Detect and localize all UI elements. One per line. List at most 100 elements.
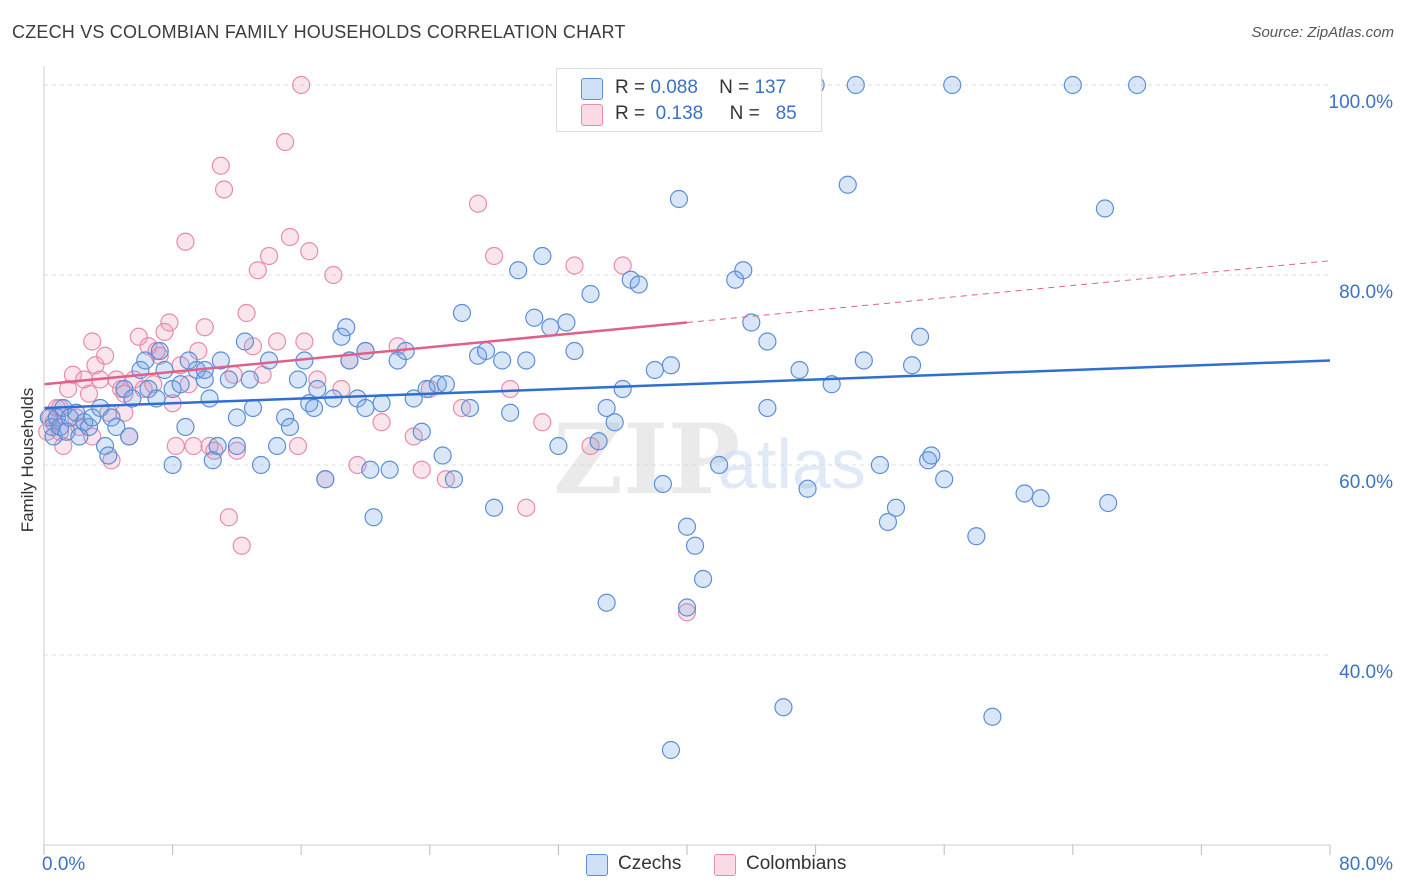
point-colombian-7 bbox=[63, 365, 83, 384]
point-czech-69 bbox=[433, 446, 452, 465]
point-czech-133 bbox=[661, 740, 681, 760]
point-colombian-75 bbox=[533, 413, 552, 432]
point-colombian-15 bbox=[95, 346, 115, 365]
point-czech-109 bbox=[798, 479, 817, 498]
point-czech-127 bbox=[1063, 75, 1082, 95]
point-czech-16 bbox=[102, 408, 121, 427]
point-czech-125 bbox=[1015, 484, 1034, 503]
point-czech-17 bbox=[107, 417, 126, 437]
point-czech-121 bbox=[935, 470, 954, 489]
point-czech-47 bbox=[288, 370, 308, 389]
point-czech-112 bbox=[838, 175, 857, 194]
point-czech-44 bbox=[267, 436, 287, 456]
point-czech-22 bbox=[136, 351, 155, 370]
point-czech-81 bbox=[525, 308, 544, 327]
point-colombian-79 bbox=[677, 603, 697, 622]
point-czech-82 bbox=[533, 246, 552, 266]
point-czech-32 bbox=[195, 370, 214, 389]
point-czech-139 bbox=[758, 398, 777, 418]
point-colombian-41 bbox=[214, 180, 234, 199]
point-czech-77 bbox=[493, 351, 512, 370]
point-czech-15 bbox=[99, 446, 118, 465]
point-czech-62 bbox=[380, 460, 399, 479]
point-czech-138 bbox=[356, 398, 375, 418]
legend-czech-n-label: N = bbox=[719, 77, 750, 98]
point-colombian-55 bbox=[295, 332, 314, 351]
point-colombian-36 bbox=[189, 341, 208, 361]
legend-czech-r-value: 0.088 bbox=[650, 77, 698, 98]
point-czech-120 bbox=[922, 446, 941, 465]
point-czech-37 bbox=[219, 370, 238, 389]
point-czech-101 bbox=[693, 569, 713, 589]
point-czech-137 bbox=[163, 455, 182, 475]
point-czech-126 bbox=[1031, 489, 1050, 508]
point-czech-70 bbox=[436, 375, 455, 394]
point-czech-91 bbox=[605, 413, 624, 432]
point-czech-51 bbox=[308, 379, 327, 399]
point-czech-79 bbox=[509, 261, 528, 280]
point-colombian-82 bbox=[83, 427, 102, 446]
point-colombian-48 bbox=[248, 261, 267, 280]
point-czech-85 bbox=[557, 313, 576, 332]
point-czech-39 bbox=[235, 332, 255, 351]
point-colombian-35 bbox=[184, 436, 203, 456]
legend-colombian-n-value: 85 bbox=[775, 103, 797, 124]
point-czech-58 bbox=[356, 341, 375, 361]
trend-layer bbox=[43, 260, 1331, 410]
point-czech-115 bbox=[878, 512, 898, 532]
point-colombian-44 bbox=[227, 441, 246, 460]
point-colombian-52 bbox=[276, 132, 295, 152]
legend-czech-n-value: 137 bbox=[754, 77, 787, 98]
point-colombian-73 bbox=[501, 379, 520, 399]
point-colombian-29 bbox=[160, 313, 179, 332]
point-czech-105 bbox=[742, 313, 761, 332]
point-czech-123 bbox=[967, 527, 986, 546]
point-czech-80 bbox=[517, 351, 536, 370]
point-czech-84 bbox=[549, 436, 568, 456]
trend-line-czech bbox=[43, 359, 1331, 410]
point-colombian-40 bbox=[211, 156, 230, 175]
point-colombian-6 bbox=[59, 379, 78, 399]
legend-swatch-colombian bbox=[581, 104, 603, 126]
point-czech-86 bbox=[565, 341, 584, 361]
x-tick-label-0: 0.0% bbox=[42, 854, 85, 875]
point-czech-71 bbox=[444, 470, 464, 489]
point-colombian-54 bbox=[288, 436, 308, 456]
point-czech-131 bbox=[597, 593, 616, 612]
point-czech-117 bbox=[902, 356, 922, 375]
point-colombian-76 bbox=[565, 256, 584, 275]
point-czech-108 bbox=[790, 360, 809, 380]
point-czech-60 bbox=[364, 508, 383, 527]
y-tick-label-40: 40.0% bbox=[1339, 662, 1393, 683]
point-colombian-53 bbox=[280, 227, 300, 247]
point-czech-29 bbox=[176, 417, 195, 437]
point-czech-106 bbox=[758, 332, 777, 351]
point-czech-99 bbox=[677, 517, 697, 536]
point-czech-135 bbox=[227, 436, 246, 456]
chart-source: Source: ZipAtlas.com bbox=[1251, 24, 1394, 41]
point-czech-25 bbox=[150, 341, 169, 361]
point-czech-132 bbox=[677, 598, 697, 617]
point-czech-76 bbox=[485, 498, 504, 517]
legend-swatch-czech bbox=[581, 78, 603, 100]
point-colombian-71 bbox=[468, 194, 488, 213]
point-czech-122 bbox=[943, 75, 962, 95]
point-czech-66 bbox=[412, 422, 431, 441]
point-czech-38 bbox=[227, 408, 246, 427]
point-czech-78 bbox=[501, 403, 520, 422]
point-czech-92 bbox=[613, 379, 632, 399]
point-czech-130 bbox=[1127, 75, 1147, 95]
point-colombian-37 bbox=[195, 318, 214, 337]
legend-czech-r-label: R = bbox=[615, 77, 646, 98]
point-czech-61 bbox=[372, 394, 391, 413]
point-czech-20 bbox=[123, 389, 142, 408]
point-colombian-45 bbox=[232, 536, 251, 555]
y-tick-label-60: 60.0% bbox=[1339, 472, 1393, 493]
point-colombian-64 bbox=[372, 413, 391, 432]
point-colombian-72 bbox=[485, 246, 504, 266]
point-czech-43 bbox=[259, 351, 279, 370]
point-colombian-51 bbox=[267, 332, 287, 351]
point-czech-83 bbox=[541, 318, 560, 337]
trend-line-colombian bbox=[43, 321, 688, 386]
